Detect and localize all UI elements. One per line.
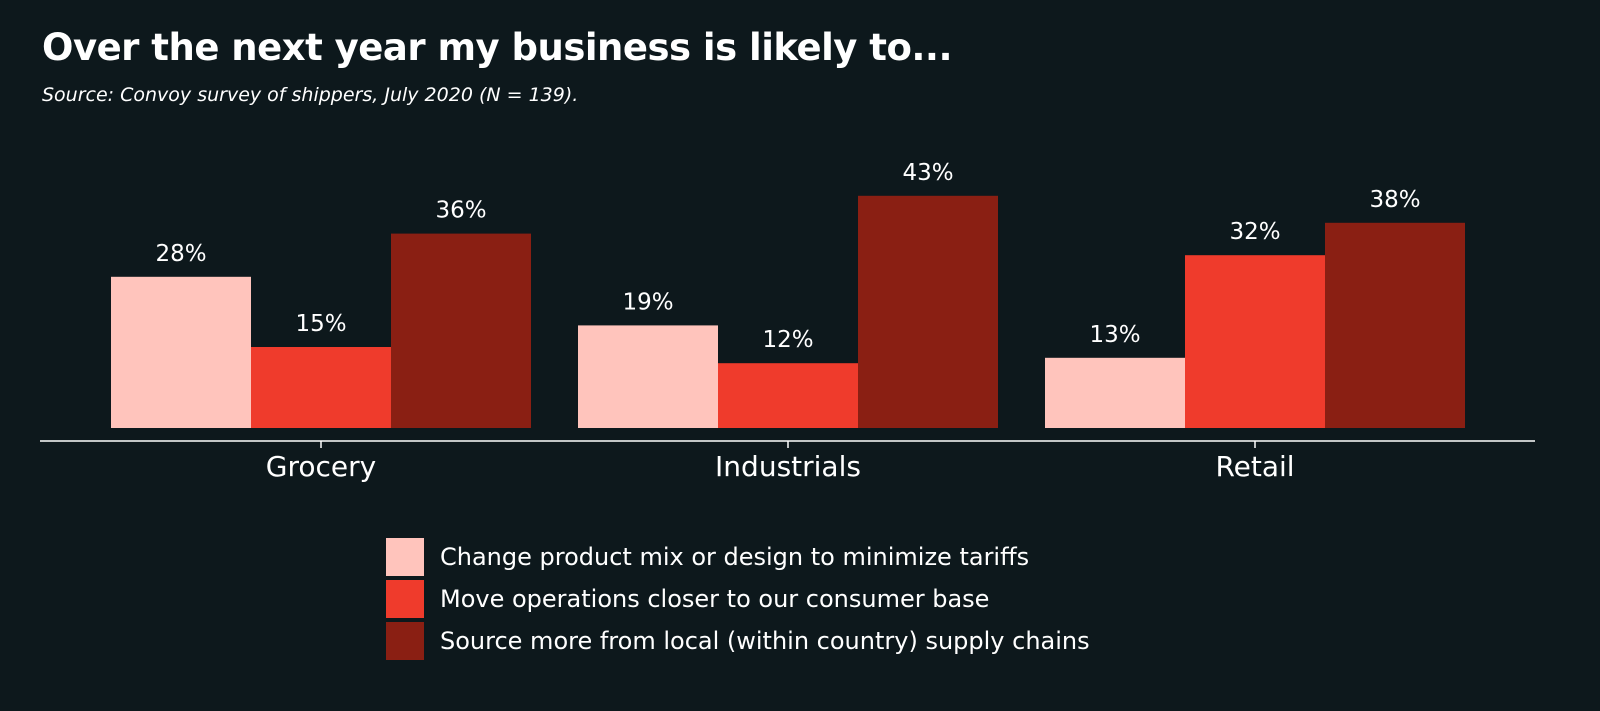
bar: [858, 195, 998, 428]
bar: [718, 363, 858, 428]
bar: [1185, 255, 1325, 428]
data-label: 43%: [902, 160, 953, 186]
legend-swatch: [386, 622, 424, 660]
bar: [111, 276, 251, 428]
legend-item-move-operations: Move operations closer to our consumer b…: [386, 578, 1090, 620]
legend-item-source-local: Source more from local (within country) …: [386, 620, 1090, 662]
legend-label: Move operations closer to our consumer b…: [440, 585, 990, 613]
legend-label: Change product mix or design to minimize…: [440, 543, 1030, 571]
bar: [391, 233, 531, 428]
bar: [251, 347, 391, 428]
legend-item-change-product-mix: Change product mix or design to minimize…: [386, 536, 1090, 578]
x-tick-label: Grocery: [266, 450, 376, 483]
data-label: 28%: [155, 241, 206, 267]
legend-swatch: [386, 580, 424, 618]
bar: [1045, 357, 1185, 428]
data-label: 15%: [295, 311, 346, 337]
bar: [1325, 222, 1465, 428]
bar: [578, 325, 718, 428]
legend-label: Source more from local (within country) …: [440, 627, 1090, 655]
data-label: 38%: [1369, 187, 1420, 213]
x-tick-label: Retail: [1215, 450, 1294, 483]
data-label: 19%: [622, 289, 673, 315]
data-label: 13%: [1089, 322, 1140, 348]
data-label: 32%: [1229, 219, 1280, 245]
legend-swatch: [386, 538, 424, 576]
chart-title: Over the next year my business is likely…: [42, 26, 953, 69]
chart-subtitle: Source: Convoy survey of shippers, July …: [42, 84, 579, 106]
data-label: 12%: [762, 327, 813, 353]
legend: Change product mix or design to minimize…: [386, 536, 1090, 662]
data-label: 36%: [435, 198, 486, 224]
x-tick-label: Industrials: [715, 450, 861, 483]
